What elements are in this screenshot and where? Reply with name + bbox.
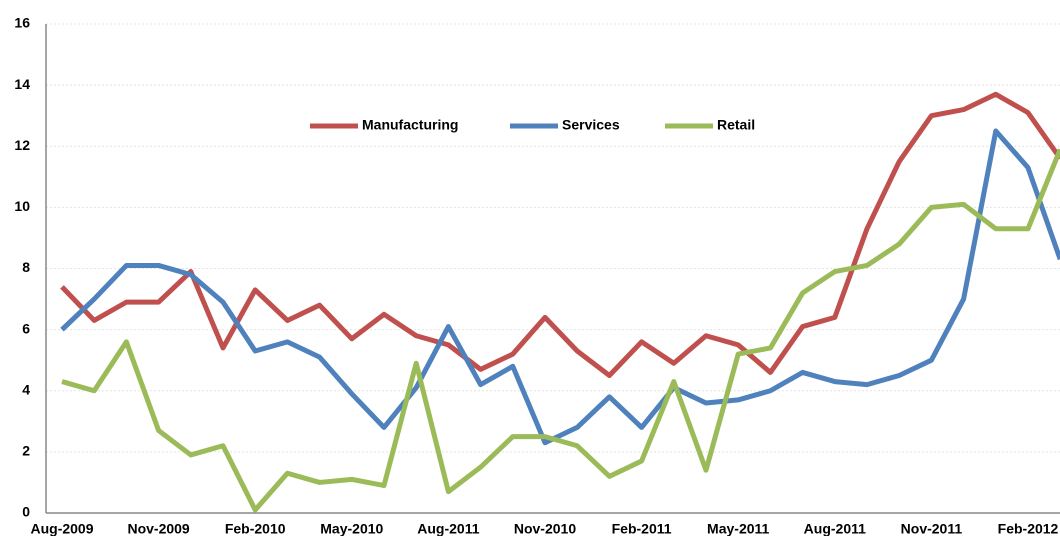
y-tick-label: 4 [22,381,30,397]
x-tick-label: Nov-2011 [901,521,963,536]
series-line [61,148,1060,513]
x-tick-label: Feb-2011 [612,521,672,536]
y-tick-label: 16 [14,15,30,31]
y-tick-label: 2 [22,443,30,459]
x-tick-label: Nov-2009 [127,521,189,536]
legend-label: Retail [717,117,755,133]
x-tick-label: Aug-2011 [804,521,866,536]
y-tick-label: 14 [14,76,30,92]
legend-label: Services [562,117,620,133]
y-tick-label: 12 [14,137,30,153]
y-tick-label: 8 [22,259,30,275]
series-line [60,91,1060,378]
x-tick-label: Feb-2010 [225,521,286,536]
y-tick-label: 6 [22,320,30,336]
x-tick-label: May-2011 [707,521,769,536]
x-tick-label: Feb-2012 [998,521,1059,536]
x-tick-label: Aug-2011 [417,521,479,536]
y-tick-label: 10 [14,198,30,214]
y-tick-label: 0 [22,504,30,520]
legend-label: Manufacturing [362,117,458,133]
x-tick-label: May-2010 [320,521,383,536]
x-tick-label: Aug-2009 [30,521,93,536]
x-tick-label: Nov-2010 [514,521,576,536]
series-line [60,128,1060,446]
